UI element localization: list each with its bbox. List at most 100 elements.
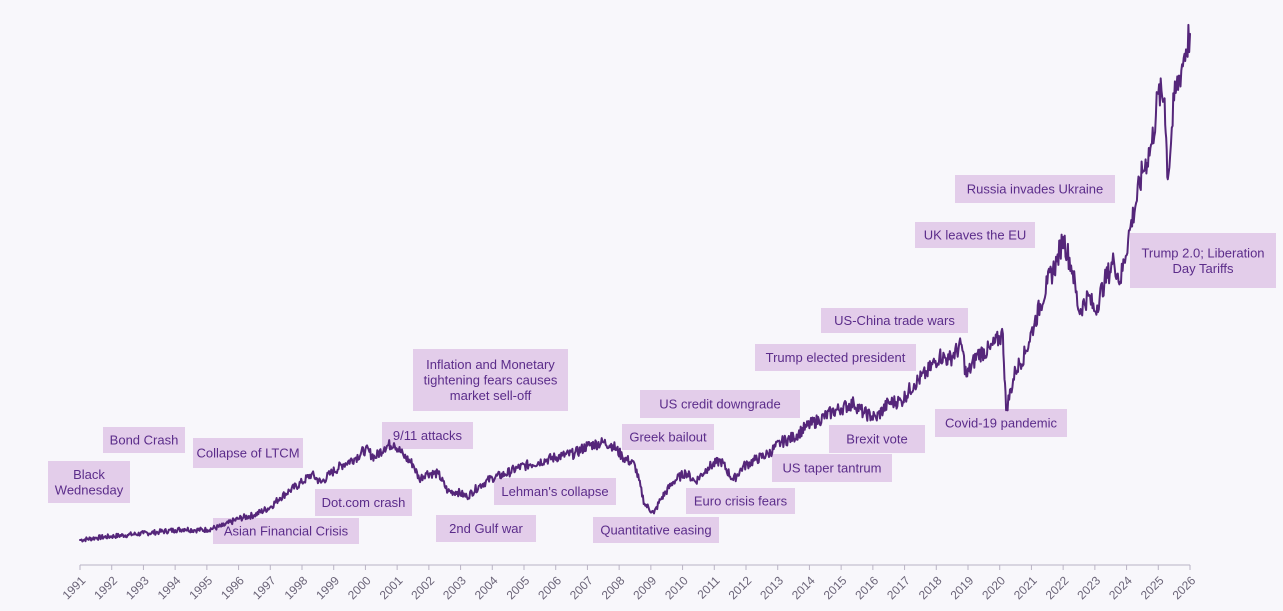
- annotation-label: Bond Crash: [110, 433, 179, 448]
- annotation-box: [48, 461, 130, 503]
- x-tick-label: 2008: [599, 573, 628, 602]
- x-tick-label: 1997: [250, 573, 279, 602]
- x-tick-label: 2022: [1043, 573, 1072, 602]
- x-tick-label: 2003: [440, 573, 469, 602]
- annotation-label: US taper tantrum: [783, 461, 882, 476]
- x-tick-label: 1998: [282, 573, 311, 602]
- x-tick-label: 2018: [916, 573, 945, 602]
- annotation-box: [686, 488, 795, 514]
- annotation-us-taper-tantrum: US taper tantrum: [772, 454, 892, 482]
- x-tick-label: 2014: [789, 573, 818, 602]
- annotation-box: [955, 175, 1115, 203]
- annotation-label: Wednesday: [55, 482, 124, 497]
- annotation-label: 9/11 attacks: [393, 428, 463, 443]
- annotation-russia-invades-ukraine: Russia invades Ukraine: [955, 175, 1115, 203]
- annotation-label: Euro crisis fears: [694, 494, 788, 509]
- annotation-label: Black: [73, 467, 105, 482]
- annotation-box: [935, 409, 1067, 437]
- annotation-box: [829, 425, 925, 453]
- x-tick-label: 2019: [948, 573, 977, 602]
- x-tick-label: 2020: [979, 573, 1008, 602]
- annotation-box: [755, 344, 916, 371]
- annotation-lehmans-collapse: Lehman's collapse: [494, 478, 616, 505]
- annotation-box: [315, 489, 412, 516]
- x-tick-label: 2002: [408, 573, 437, 602]
- annotation-brexit-vote: Brexit vote: [829, 425, 925, 453]
- x-tick-label: 2024: [1106, 573, 1135, 602]
- x-tick-label: 2026: [1170, 573, 1199, 602]
- x-tick-label: 1991: [60, 573, 89, 602]
- x-tick-label: 2007: [567, 573, 596, 602]
- x-tick-label: 2009: [630, 573, 659, 602]
- annotation-label: Dot.com crash: [322, 495, 406, 510]
- annotation-label: Quantitative easing: [600, 523, 711, 538]
- x-tick-label: 1996: [218, 573, 247, 602]
- annotation-bond-crash: Bond Crash: [103, 427, 185, 453]
- annotation-9-11-attacks: 9/11 attacks: [382, 422, 473, 449]
- annotation-label: 2nd Gulf war: [449, 521, 523, 536]
- annotation-box: [436, 515, 536, 542]
- annotation-dotcom-crash: Dot.com crash: [315, 489, 412, 516]
- x-tick-label: 2021: [1011, 573, 1040, 602]
- annotation-greek-bailout: Greek bailout: [622, 424, 714, 450]
- x-tick-label: 2025: [1138, 573, 1167, 602]
- annotation-box: [413, 349, 568, 411]
- annotation-label: UK leaves the EU: [924, 228, 1027, 243]
- annotation-label: Asian Financial Crisis: [224, 524, 349, 539]
- annotation-us-china-trade-wars: US-China trade wars: [821, 308, 968, 333]
- annotation-collapse-of-ltcm: Collapse of LTCM: [193, 438, 303, 468]
- annotation-label: Lehman's collapse: [501, 484, 608, 499]
- x-tick-label: 1992: [91, 573, 120, 602]
- annotation-label: Inflation and Monetary: [426, 357, 555, 372]
- annotation-euro-crisis-fears: Euro crisis fears: [686, 488, 795, 514]
- x-tick-label: 1993: [123, 573, 152, 602]
- annotation-box: [772, 454, 892, 482]
- x-tick-label: 1999: [313, 573, 342, 602]
- annotation-box: [821, 308, 968, 333]
- annotation-label: Day Tariffs: [1173, 261, 1234, 276]
- annotation-box: [494, 478, 616, 505]
- annotation-box: [213, 518, 359, 544]
- annotation-label: Greek bailout: [629, 430, 707, 445]
- annotation-label: tightening fears causes: [424, 373, 558, 388]
- x-tick-label: 2010: [662, 573, 691, 602]
- annotation-quantitative-easing: Quantitative easing: [593, 517, 719, 543]
- annotation-box: [103, 427, 185, 453]
- x-tick-label: 2011: [694, 573, 722, 601]
- x-tick-label: 2000: [345, 573, 374, 602]
- x-tick-label: 2004: [472, 573, 501, 602]
- annotation-box: [382, 422, 473, 449]
- annotation-label: Russia invades Ukraine: [967, 182, 1104, 197]
- annotation-box: [915, 222, 1035, 248]
- x-tick-label: 2017: [884, 573, 913, 602]
- x-tick-label: 2013: [757, 573, 786, 602]
- annotation-box: [640, 390, 800, 418]
- annotation-asian-financial-crisis: Asian Financial Crisis: [213, 518, 359, 544]
- annotation-us-credit-downgrade: US credit downgrade: [640, 390, 800, 418]
- annotation-covid-19: Covid-19 pandemic: [935, 409, 1067, 437]
- x-tick-label: 2015: [821, 573, 850, 602]
- annotation-label: Trump 2.0; Liberation: [1141, 245, 1264, 260]
- x-tick-label: 1994: [155, 573, 184, 602]
- annotation-label: Covid-19 pandemic: [945, 416, 1058, 431]
- x-tick-label: 1995: [186, 573, 215, 602]
- index-series-line: [79, 23, 1191, 543]
- annotation-label: Brexit vote: [846, 432, 907, 447]
- x-tick-label: 2012: [726, 573, 755, 602]
- annotation-box: [1130, 233, 1276, 288]
- x-tick-label: 2016: [852, 573, 881, 602]
- annotation-box: [622, 424, 714, 450]
- x-axis: 1991 1992 1993 1994 1995 1996 1997 1998 1999 2000…: [60, 564, 1199, 602]
- annotation-trump-elected: Trump elected president: [755, 344, 916, 371]
- annotation-label: market sell-off: [450, 388, 532, 403]
- series-layer: [79, 23, 1191, 543]
- annotation-2nd-gulf-war: 2nd Gulf war: [436, 515, 536, 542]
- x-tick-label: 2023: [1074, 573, 1103, 602]
- annotation-uk-leaves-eu: UK leaves the EU: [915, 222, 1035, 248]
- annotation-label: US-China trade wars: [834, 313, 955, 328]
